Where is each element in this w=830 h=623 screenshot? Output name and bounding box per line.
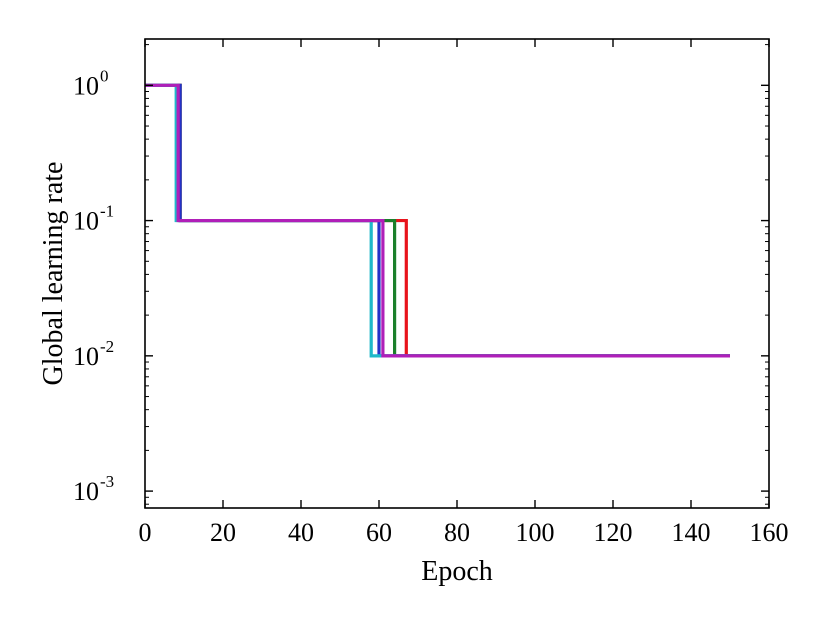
x-tick-label: 120 bbox=[594, 518, 633, 547]
y-tick-base: 10 bbox=[73, 207, 99, 236]
x-tick-label: 40 bbox=[288, 518, 314, 547]
x-axis-label: Epoch bbox=[421, 556, 493, 587]
x-tick-label: 20 bbox=[210, 518, 236, 547]
series-line-5 bbox=[145, 83, 730, 358]
y-tick-label: 10 -1 bbox=[73, 202, 114, 236]
y-tick-label: 10 -3 bbox=[73, 472, 114, 506]
x-tick-label: 60 bbox=[366, 518, 392, 547]
y-axis-label: Global learning rate bbox=[38, 162, 69, 386]
y-tick-base: 10 bbox=[73, 477, 99, 506]
plot-frame bbox=[144, 38, 770, 509]
y-tick-exponent: -2 bbox=[100, 337, 114, 356]
y-tick-label: 10 0 bbox=[73, 66, 109, 100]
x-tick-label: 140 bbox=[672, 518, 711, 547]
x-tick-label: 0 bbox=[139, 518, 152, 547]
x-tick-label: 100 bbox=[516, 518, 555, 547]
y-tick-exponent: -1 bbox=[100, 202, 114, 221]
x-axis: 0 20 40 60 80 100 120 140 160 bbox=[139, 39, 789, 547]
y-tick-exponent: -3 bbox=[100, 472, 114, 491]
x-tick-label: 160 bbox=[750, 518, 789, 547]
plot-area bbox=[145, 83, 730, 358]
x-tick-label: 80 bbox=[444, 518, 470, 547]
y-tick-label: 10 -2 bbox=[73, 337, 114, 371]
y-tick-exponent: 0 bbox=[100, 66, 109, 85]
y-tick-base: 10 bbox=[73, 71, 99, 100]
y-tick-base: 10 bbox=[73, 342, 99, 371]
